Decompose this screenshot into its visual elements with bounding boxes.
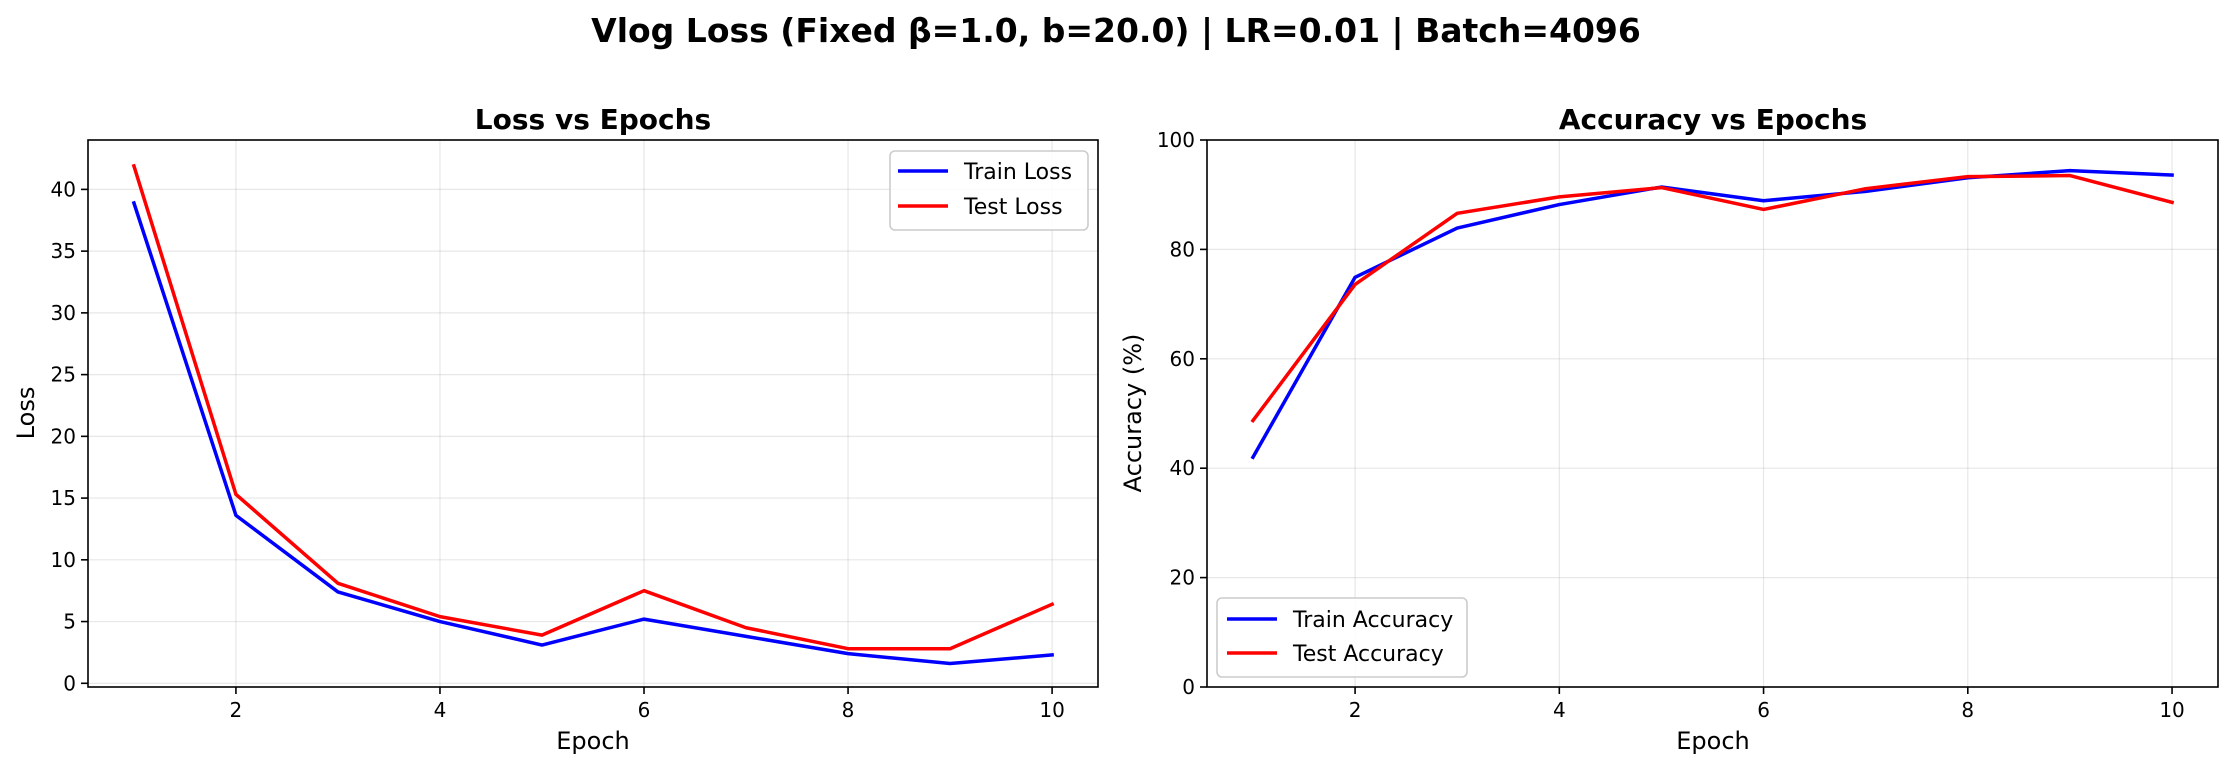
loss-chart-frame (87, 139, 1099, 688)
x-tick-label: 8 (842, 698, 855, 722)
series-line-train-loss (131, 200, 1054, 666)
y-tick-label: 35 (51, 239, 76, 263)
y-tick-label: 20 (1170, 566, 1195, 590)
accuracy-chart-y-axis-label: Accuracy (%) (1119, 334, 1147, 493)
accuracy-chart-legend-box (1216, 597, 1468, 678)
loss-chart-x-ticks: 2 4 6 8 10 (230, 687, 1065, 722)
series-line-test-loss (131, 163, 1055, 651)
series-line-test-accuracy (1250, 173, 2175, 424)
x-tick-label: 2 (230, 698, 243, 722)
y-tick-label: 5 (63, 610, 76, 634)
accuracy-chart: Accuracy vs Epochs 2 4 6 8 10 0 20 40 60 80 100 E… (1119, 103, 2219, 755)
legend-label-train-loss: Train Loss (963, 160, 1072, 185)
loss-chart-x-axis-label: Epoch (556, 727, 630, 755)
loss-chart-legend: Train Loss Test Loss (889, 150, 1089, 231)
loss-chart-y-axis-label: Loss (12, 387, 40, 440)
loss-chart-title: Loss vs Epochs (475, 103, 711, 136)
y-tick-label: 0 (63, 671, 76, 695)
accuracy-chart-y-ticks: 0 20 40 60 80 100 (1157, 128, 1207, 699)
accuracy-chart-title: Accuracy vs Epochs (1559, 103, 1867, 136)
x-tick-label: 6 (1757, 698, 1770, 722)
accuracy-chart-legend: Train Accuracy Test Accuracy (1216, 597, 1468, 678)
y-tick-label: 25 (51, 363, 76, 387)
y-tick-label: 20 (51, 424, 76, 448)
legend-label-test-loss: Test Loss (963, 195, 1063, 220)
series-line-train-accuracy (1250, 168, 2174, 460)
x-tick-label: 2 (1349, 698, 1362, 722)
legend-label-test-accuracy: Test Accuracy (1292, 642, 1444, 667)
y-tick-label: 80 (1170, 237, 1195, 261)
y-tick-label: 100 (1157, 128, 1195, 152)
x-tick-label: 4 (434, 698, 447, 722)
y-tick-label: 40 (51, 177, 76, 201)
x-tick-label: 10 (2159, 698, 2184, 722)
legend-label-train-accuracy: Train Accuracy (1292, 608, 1453, 633)
y-tick-label: 60 (1170, 347, 1195, 371)
y-tick-label: 40 (1170, 456, 1195, 480)
y-tick-label: 0 (1182, 675, 1195, 699)
x-tick-label: 4 (1553, 698, 1566, 722)
x-tick-label: 6 (638, 698, 651, 722)
accuracy-chart-x-ticks: 2 4 6 8 10 (1349, 687, 2185, 722)
loss-chart: Loss vs Epochs 2 4 6 8 10 0 5 10 15 20 25 30 35 40 E… (12, 103, 1099, 755)
loss-chart-y-ticks: 0 5 10 15 20 25 30 35 40 (51, 177, 88, 695)
accuracy-chart-x-axis-label: Epoch (1676, 727, 1750, 755)
x-tick-label: 8 (1961, 698, 1974, 722)
y-tick-label: 10 (51, 548, 76, 572)
accuracy-chart-series (1250, 168, 2175, 460)
accuracy-chart-frame (1206, 139, 2219, 688)
loss-chart-series (131, 163, 1055, 666)
figure-suptitle: Vlog Loss (Fixed β=1.0, b=20.0) | LR=0.0… (591, 11, 1641, 50)
y-tick-label: 15 (51, 486, 76, 510)
y-tick-label: 30 (51, 301, 76, 325)
x-tick-label: 10 (1039, 698, 1064, 722)
